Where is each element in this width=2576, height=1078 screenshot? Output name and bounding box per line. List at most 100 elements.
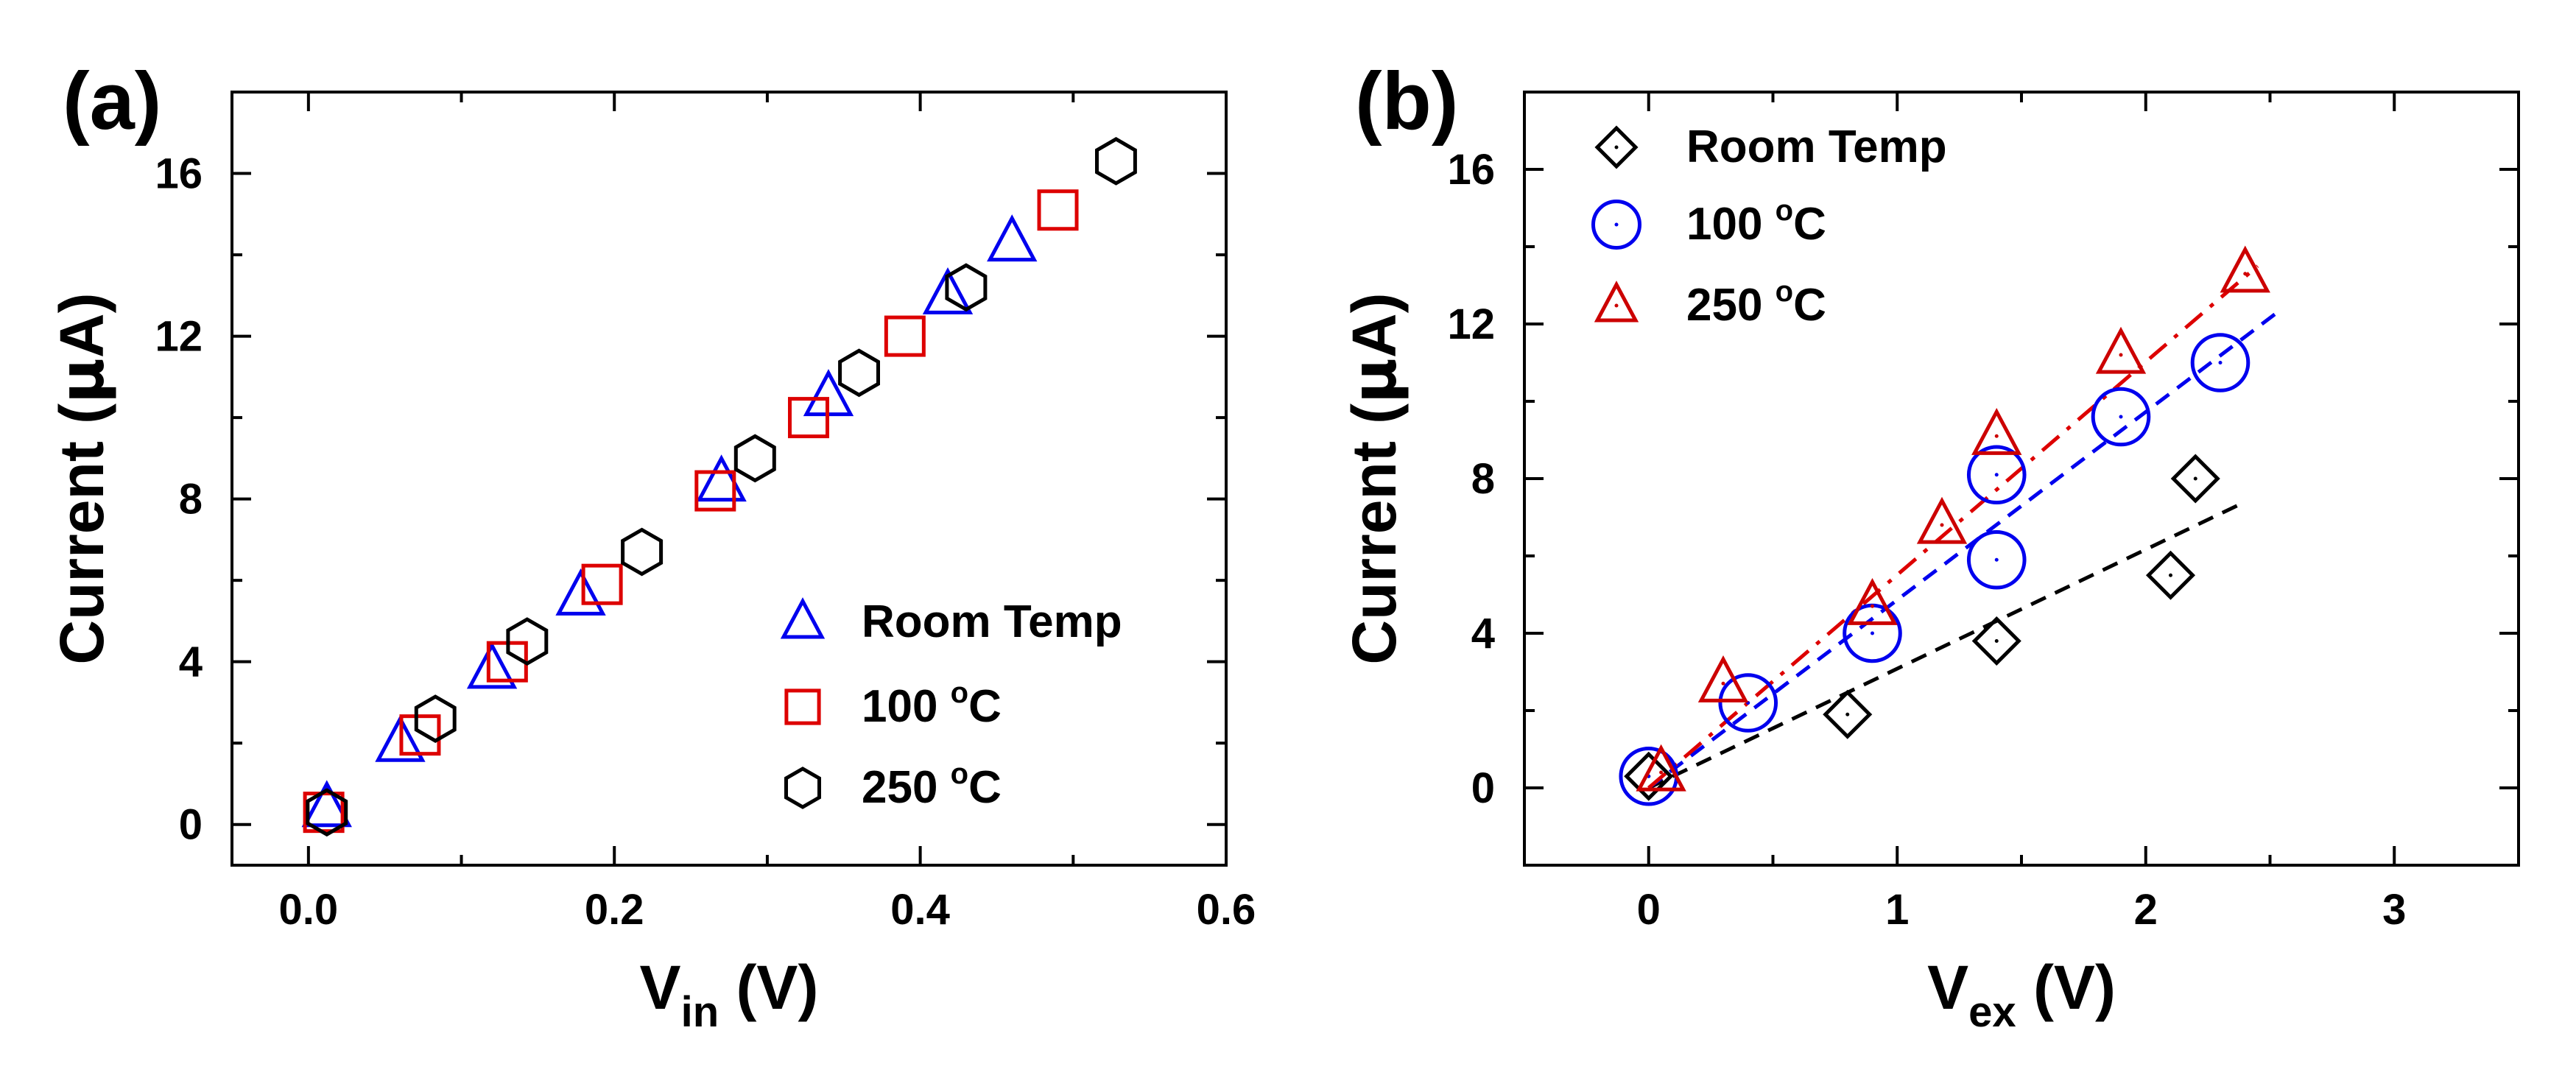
panel-label: (b)	[1355, 56, 1458, 147]
x-tick-label: 0.4	[890, 886, 950, 934]
data-point	[399, 714, 441, 756]
data-point	[555, 568, 606, 616]
x-tick-label: 0.2	[585, 886, 644, 934]
panel-label: (a)	[63, 56, 161, 147]
data-point	[2095, 326, 2147, 374]
plot-frame	[230, 91, 1228, 867]
data-point	[306, 788, 348, 837]
data-point-center	[1721, 681, 1725, 686]
y-tick-label: 4	[179, 638, 203, 686]
x-axis-label: Vex (V)	[1927, 953, 2116, 1036]
plot-frame	[1523, 91, 2520, 867]
y-tick-label: 0	[179, 801, 203, 849]
series-square	[303, 189, 1079, 834]
data-point	[375, 714, 426, 762]
data-point	[1697, 655, 1749, 702]
data-point-center	[2218, 361, 2223, 364]
data-point	[2220, 245, 2270, 293]
data-point-center	[1994, 434, 1999, 438]
data-point-center	[2119, 353, 2123, 357]
data-point-center	[2119, 415, 2123, 419]
data-point	[1718, 673, 1778, 733]
series-triangle	[1636, 245, 2270, 792]
data-point	[2091, 387, 2151, 447]
legend-marker-center	[1614, 145, 1619, 149]
legend-marker	[1594, 125, 1639, 169]
legend-marker-center	[1614, 222, 1619, 227]
x-axis-label: Vin (V)	[640, 953, 819, 1036]
legend: Room Temp 100 oC 250 oC	[780, 596, 1122, 813]
data-point	[1037, 189, 1079, 231]
data-point	[1847, 577, 1898, 625]
data-point	[838, 348, 880, 398]
data-point	[301, 780, 352, 828]
data-point	[922, 267, 974, 314]
legend-label: 100 oC	[1686, 194, 1826, 250]
data-point	[1966, 445, 2027, 505]
y-tick-label: 8	[1471, 455, 1495, 503]
data-point	[1636, 744, 1686, 792]
legend-label: 250 oC	[1686, 275, 1826, 331]
x-tick-label: 0.6	[1197, 886, 1256, 934]
data-point	[694, 470, 736, 512]
y-tick-label: 8	[179, 476, 203, 524]
legend-label: Room Temp	[862, 596, 1122, 647]
series-hexagon	[306, 137, 1137, 837]
data-point	[1823, 689, 1873, 739]
data-point	[1624, 751, 1674, 801]
data-point	[1095, 137, 1137, 186]
x-tick-label: 0	[1637, 886, 1661, 934]
x-tick-label: 1	[1885, 886, 1909, 934]
data-point	[1916, 496, 1968, 544]
data-point-center	[1845, 712, 1850, 716]
legend-marker	[780, 597, 826, 639]
data-point	[2145, 550, 2196, 600]
legend-marker	[784, 767, 821, 809]
data-point	[945, 263, 988, 312]
data-point	[1971, 616, 2021, 666]
data-point	[1971, 407, 2022, 455]
fit-line	[1647, 307, 2284, 789]
chart-panel-a: 0.0 0.2 0.4 0.6 0 4 8 12 16 Vin (V) Current (μA) (a…	[46, 56, 1256, 1036]
legend-label: 100 oC	[862, 677, 1002, 732]
legend-marker	[784, 688, 821, 725]
data-point-center	[1994, 639, 1999, 643]
data-point-center	[2169, 573, 2172, 577]
data-point	[621, 527, 664, 577]
series-triangle	[301, 214, 1038, 828]
y-tick-label: 12	[1447, 300, 1495, 348]
x-tick-label: 0.0	[279, 886, 339, 934]
legend-marker	[1591, 200, 1641, 250]
y-tick-label: 16	[155, 150, 203, 198]
y-axis-label: Current (μA)	[46, 292, 118, 664]
data-point-center	[2193, 476, 2197, 481]
y-axis-label: Current (μA)	[1338, 292, 1410, 664]
data-point	[884, 315, 926, 357]
fit-line	[1647, 500, 2246, 790]
data-point-center	[1994, 473, 1999, 477]
data-point	[466, 641, 518, 689]
data-point	[414, 694, 457, 743]
legend-marker-center	[1614, 303, 1619, 308]
y-tick-label: 0	[1471, 764, 1495, 812]
series-diamond	[1624, 454, 2220, 801]
data-point-center	[1871, 604, 1874, 608]
data-point-center	[1871, 631, 1874, 635]
data-point	[2170, 454, 2220, 504]
y-tick-label: 12	[155, 313, 203, 361]
legend-marker	[1594, 281, 1639, 323]
fit-line	[1647, 264, 2259, 789]
data-point	[2190, 333, 2251, 392]
y-tick-label: 4	[1471, 610, 1495, 658]
data-point	[788, 397, 829, 439]
data-point	[987, 214, 1038, 262]
data-point	[733, 434, 776, 483]
data-point-center	[1994, 557, 1999, 562]
data-point-center	[1659, 770, 1664, 775]
data-point	[1966, 529, 2027, 590]
data-point-center	[2243, 272, 2248, 276]
legend: Room Temp 100 oC 250 oC	[1591, 121, 1947, 331]
y-tick-label: 16	[1447, 146, 1495, 194]
